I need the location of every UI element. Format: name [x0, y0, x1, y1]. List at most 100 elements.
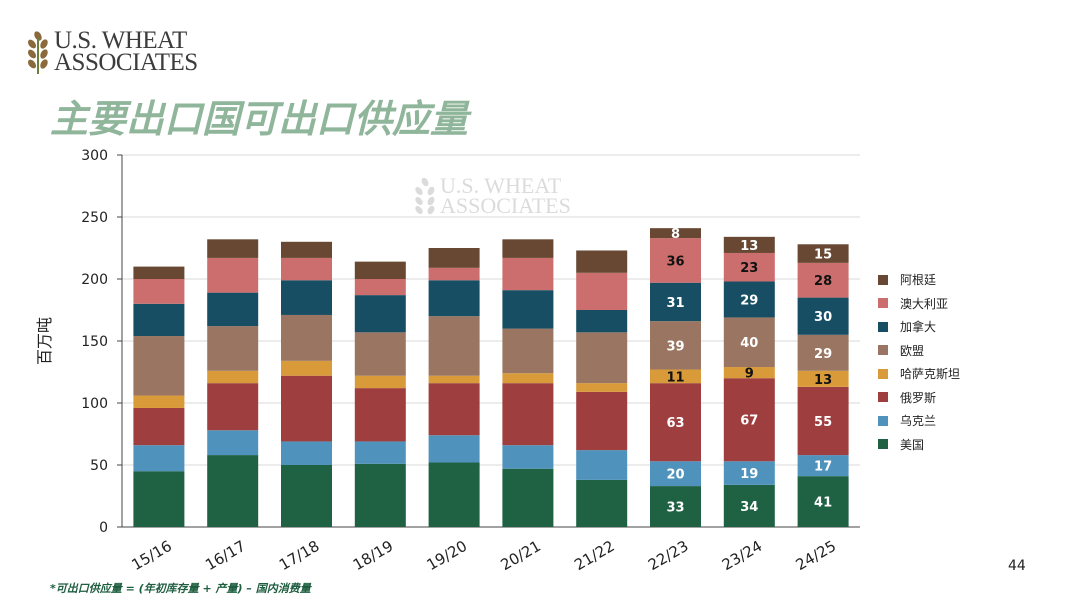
watermark-line1: U.S. WHEAT: [440, 173, 562, 198]
y-axis-label: 百万吨: [35, 317, 54, 365]
data-label: 20: [666, 468, 684, 483]
legend-label: 俄罗斯: [900, 390, 937, 405]
bar-segment: [797, 476, 849, 527]
bar-segment: [502, 445, 554, 469]
bar-segment: [354, 279, 406, 296]
bar-segment: [723, 281, 775, 318]
data-label: 29: [740, 293, 758, 308]
legend-label: 美国: [900, 437, 925, 452]
bar-segment: [502, 328, 554, 374]
bar-segment: [502, 239, 554, 258]
data-label: 36: [666, 254, 684, 269]
x-tick-label: 21/22: [571, 537, 617, 574]
bar-segment: [207, 430, 259, 456]
x-tick-label: 17/18: [276, 537, 322, 574]
legend-swatch: [878, 415, 888, 426]
bar-segment: [207, 383, 259, 431]
bar-segment: [650, 238, 701, 283]
data-label: 30: [814, 310, 832, 325]
bar-segment: [207, 326, 259, 371]
bar-segment: [723, 367, 775, 379]
bar-segment: [502, 468, 554, 527]
bar-segment: [576, 250, 628, 273]
legend-label: 阿根廷: [900, 273, 937, 288]
watermark-wheat-icon: [415, 177, 435, 215]
data-label: 40: [740, 336, 758, 351]
bar-segment: [133, 445, 185, 472]
data-label: 13: [814, 373, 832, 388]
bar-segment: [428, 435, 480, 463]
legend-label: 乌克兰: [900, 414, 937, 429]
logo-line2: ASSOCIATES: [54, 49, 198, 76]
bar-segment: [650, 228, 701, 239]
footnote: *可出口供应量 = (年初库存量 + 产量) – 国内消费量: [50, 582, 311, 595]
bar-segment: [428, 375, 480, 384]
data-label: 19: [740, 467, 758, 482]
x-tick-label: 15/16: [128, 537, 174, 574]
bar-segment: [576, 272, 628, 310]
page-number: 44: [1008, 558, 1026, 574]
legend-item: 俄罗斯: [878, 386, 960, 410]
data-label: 17: [814, 460, 832, 475]
bar-segment: [207, 455, 259, 527]
bar-segment: [354, 463, 406, 527]
legend-label: 欧盟: [900, 343, 925, 358]
bar-segment: [281, 375, 332, 442]
bar-segment: [354, 375, 406, 389]
bar-segment: [133, 471, 185, 527]
data-label: 33: [666, 501, 684, 516]
legend-swatch: [878, 274, 888, 285]
bar-segment: [281, 241, 332, 258]
bar-segment: [133, 407, 185, 446]
data-label: 39: [666, 339, 684, 354]
data-label: 41: [814, 496, 832, 511]
legend-swatch: [878, 345, 888, 356]
slide-title: 主要出口国可出口供应量: [50, 97, 469, 141]
bar-segment: [650, 369, 701, 384]
wheat-grain: [415, 187, 423, 195]
wheat-grain: [427, 205, 435, 215]
data-label: 31: [666, 296, 684, 311]
y-tick-label: 150: [81, 334, 108, 350]
x-tick-label: 23/24: [719, 537, 765, 574]
data-label: 63: [666, 416, 684, 431]
bar-segment: [133, 266, 185, 279]
wheat-grain: [427, 186, 435, 196]
data-label: 11: [666, 370, 684, 385]
watermark-line2: ASSOCIATES: [440, 193, 571, 218]
y-tick-label: 100: [81, 396, 108, 412]
bar-segment: [207, 292, 259, 327]
bar-segment: [723, 378, 775, 462]
bar-segment: [576, 450, 628, 480]
bar-segment: [650, 321, 701, 370]
data-label: 29: [814, 347, 832, 362]
y-tick-label: 50: [90, 458, 108, 474]
bar-segment: [723, 236, 775, 253]
x-tick-label: 19/20: [424, 537, 470, 574]
bar-segment: [576, 479, 628, 527]
bar-segment: [723, 484, 775, 527]
bar-segment: [502, 383, 554, 446]
bar-segment: [133, 279, 185, 304]
legend-swatch: [878, 392, 888, 403]
data-label: 23: [740, 261, 758, 276]
bar-segment: [354, 261, 406, 279]
data-label: 55: [814, 415, 832, 430]
x-tick-label: 18/19: [350, 537, 396, 574]
bar-segment: [576, 332, 628, 384]
legend-swatch: [878, 439, 888, 450]
bar-segment: [354, 441, 406, 464]
x-tick-label: 24/25: [793, 537, 839, 574]
bar-segment: [797, 262, 849, 298]
logo-line1: U.S. WHEAT: [54, 27, 187, 54]
bar-segment: [650, 486, 701, 527]
legend-item: 加拿大: [878, 315, 960, 339]
bar-segment: [281, 360, 332, 376]
data-label: 13: [740, 239, 758, 254]
bar-segment: [650, 383, 701, 462]
bar-segment: [797, 455, 849, 477]
legend-item: 乌克兰: [878, 409, 960, 433]
usw-logo-mark: [27, 31, 48, 74]
wheat-grain: [415, 197, 423, 205]
